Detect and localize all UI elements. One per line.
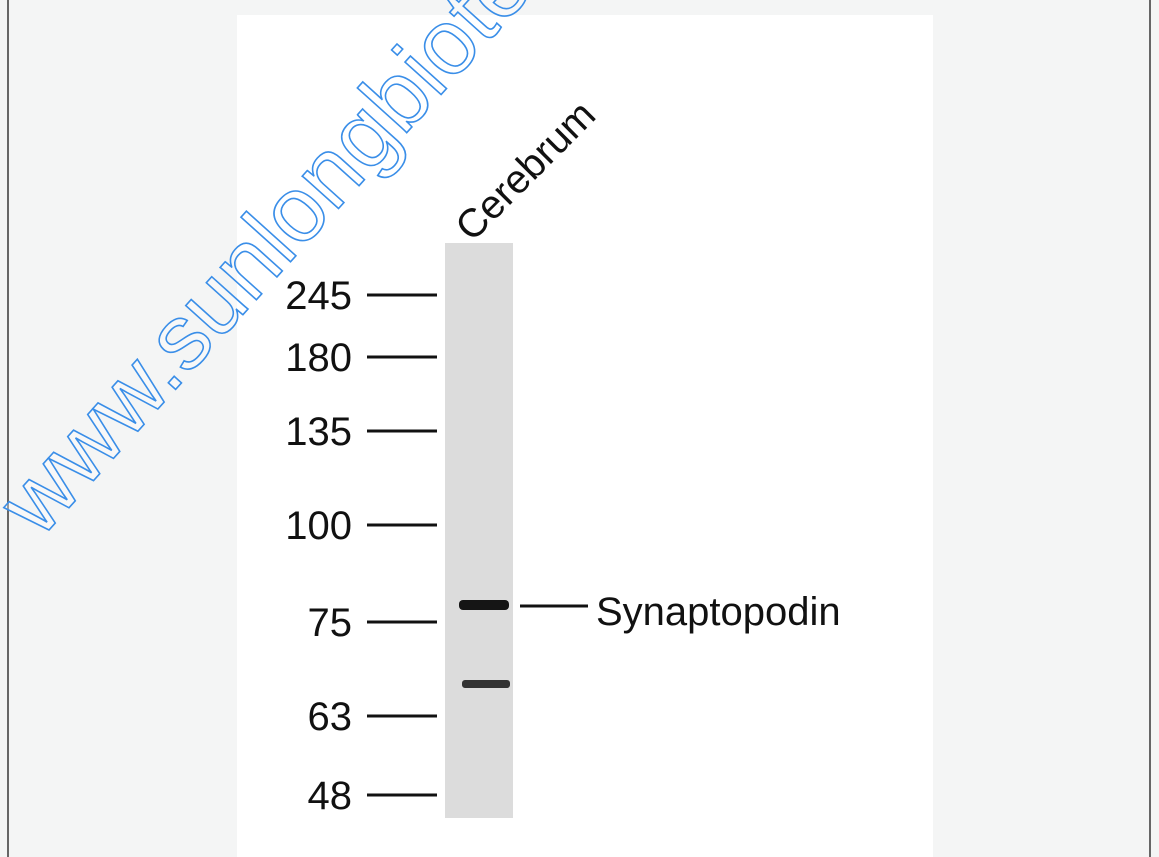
marker-label: 63	[308, 695, 353, 739]
page: Cerebrum 245180135100756348 Synaptopodin…	[0, 0, 1159, 857]
marker-label: 48	[308, 774, 353, 818]
marker-label: 75	[308, 601, 353, 645]
band	[459, 600, 509, 610]
band-label: Synaptopodin	[596, 590, 841, 634]
marker-label: 135	[285, 410, 352, 454]
marker-label: 100	[285, 504, 352, 548]
lane	[445, 243, 513, 818]
screenshot: Cerebrum 245180135100756348 Synaptopodin…	[0, 0, 1159, 857]
band	[462, 680, 510, 688]
marker-label: 180	[285, 336, 352, 380]
